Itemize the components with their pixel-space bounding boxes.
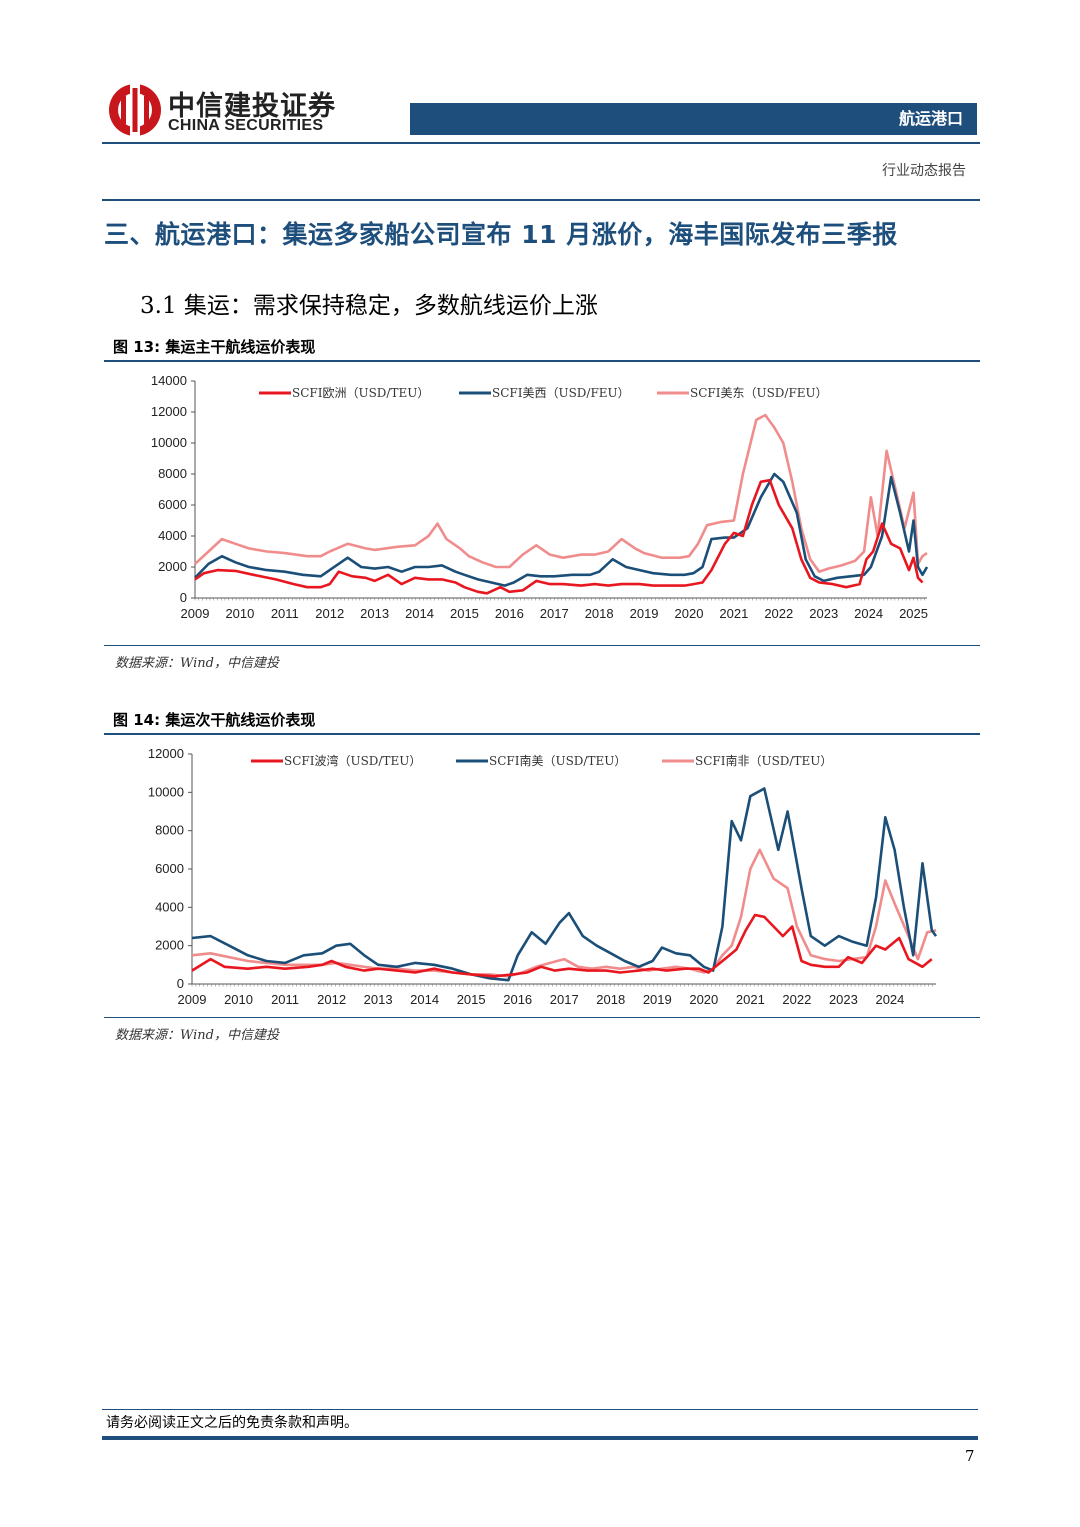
figure-14-top-rule bbox=[104, 733, 980, 735]
y-tick-label: 8000 bbox=[155, 823, 184, 838]
sector-tag: 航运港口 bbox=[410, 103, 977, 135]
x-tick-label: 2023 bbox=[809, 606, 838, 621]
legend-label: SCFI欧洲（USD/TEU） bbox=[292, 386, 429, 400]
series-line-1 bbox=[194, 472, 929, 587]
citic-logo-icon bbox=[109, 84, 161, 136]
legend-label: SCFI波湾（USD/TEU） bbox=[284, 753, 421, 768]
x-tick-label: 2019 bbox=[643, 992, 672, 1007]
x-tick-label: 2009 bbox=[181, 606, 210, 621]
y-tick-label: 2000 bbox=[155, 938, 184, 953]
x-tick-label: 2015 bbox=[457, 992, 486, 1007]
brand-name-en: CHINA SECURITIES bbox=[168, 117, 324, 134]
x-tick-label: 2022 bbox=[782, 992, 811, 1007]
section-title: 三、航运港口：集运多家船公司宣布 11 月涨价，海丰国际发布三季报 bbox=[104, 220, 898, 249]
footer-rule-thin bbox=[102, 1409, 978, 1410]
y-tick-label: 4000 bbox=[158, 528, 187, 543]
x-tick-label: 2012 bbox=[315, 606, 344, 621]
y-tick-label: 8000 bbox=[158, 466, 187, 481]
x-tick-label: 2019 bbox=[630, 606, 659, 621]
x-tick-label: 2009 bbox=[178, 992, 207, 1007]
page-number: 7 bbox=[965, 1447, 975, 1465]
y-tick-label: 12000 bbox=[148, 746, 184, 761]
series-line-0 bbox=[194, 478, 924, 595]
x-tick-label: 2010 bbox=[225, 606, 254, 621]
figure-13-bottom-rule bbox=[104, 645, 980, 646]
report-type: 行业动态报告 bbox=[882, 163, 966, 179]
legend-label: SCFI美西（USD/FEU） bbox=[492, 386, 630, 400]
y-tick-label: 10000 bbox=[151, 435, 187, 450]
x-tick-label: 2018 bbox=[596, 992, 625, 1007]
x-tick-label: 2011 bbox=[271, 606, 299, 621]
legend-label: SCFI南非（USD/TEU） bbox=[695, 753, 832, 768]
figure-14-bottom-rule bbox=[104, 1017, 980, 1018]
x-tick-label: 2018 bbox=[585, 606, 614, 621]
header-rule-2 bbox=[102, 199, 980, 201]
figure-13-chart: 0 2000 4000 6000 8000 10000 12000 14000 2009 2010… bbox=[151, 373, 929, 621]
x-tick-label: 2012 bbox=[317, 992, 346, 1007]
y-tick-label: 6000 bbox=[155, 861, 184, 876]
y-tick-label: 0 bbox=[180, 590, 187, 605]
y-tick-label: 0 bbox=[177, 976, 184, 991]
x-tick-label: 2015 bbox=[450, 606, 479, 621]
x-tick-label: 2025 bbox=[899, 606, 928, 621]
x-tick-label: 2010 bbox=[224, 992, 253, 1007]
x-tick-label: 2011 bbox=[271, 992, 299, 1007]
legend-label: SCFI南美（USD/TEU） bbox=[489, 753, 626, 768]
brand-logo bbox=[107, 82, 163, 142]
x-tick-label: 2024 bbox=[875, 992, 904, 1007]
x-tick-label: 2021 bbox=[736, 992, 765, 1007]
x-tick-label: 2013 bbox=[364, 992, 393, 1007]
x-tick-label: 2014 bbox=[405, 606, 434, 621]
series-line-2 bbox=[194, 413, 928, 573]
header-rule bbox=[102, 142, 980, 144]
x-tick-label: 2013 bbox=[360, 606, 389, 621]
figure-14-chart: 0 2000 4000 6000 8000 10000 12000 2009 2010 2011 2… bbox=[148, 746, 938, 1007]
disclaimer-text: 请务必阅读正文之后的免责条款和声明。 bbox=[106, 1415, 358, 1431]
figure-14-title: 图 14: 集运次干航线运价表现 bbox=[113, 711, 316, 729]
series-line-1 bbox=[191, 787, 938, 982]
y-tick-label: 10000 bbox=[148, 784, 184, 799]
footer-rule-thick bbox=[102, 1436, 978, 1440]
x-tick-label: 2016 bbox=[503, 992, 532, 1007]
series-line-0 bbox=[191, 913, 933, 978]
legend-label: SCFI美东（USD/FEU） bbox=[690, 386, 828, 400]
x-tick-label: 2021 bbox=[719, 606, 748, 621]
y-tick-label: 12000 bbox=[151, 404, 187, 419]
x-tick-label: 2020 bbox=[689, 992, 718, 1007]
x-tick-label: 2016 bbox=[495, 606, 524, 621]
figure-13-top-rule bbox=[104, 360, 980, 362]
x-tick-label: 2023 bbox=[829, 992, 858, 1007]
x-tick-label: 2017 bbox=[540, 606, 569, 621]
figure-13-source: 数据来源：Wind，中信建投 bbox=[115, 656, 279, 671]
y-tick-label: 4000 bbox=[155, 899, 184, 914]
y-tick-label: 14000 bbox=[151, 373, 187, 388]
x-tick-label: 2014 bbox=[410, 992, 439, 1007]
y-tick-label: 2000 bbox=[158, 559, 187, 574]
x-tick-label: 2024 bbox=[854, 606, 883, 621]
series-line-2 bbox=[191, 848, 937, 978]
subsection-title: 3.1 集运：需求保持稳定，多数航线运价上涨 bbox=[140, 293, 598, 319]
brand-name-cn: 中信建投证券 bbox=[168, 91, 336, 122]
y-tick-label: 6000 bbox=[158, 497, 187, 512]
x-tick-label: 2017 bbox=[550, 992, 579, 1007]
x-tick-label: 2022 bbox=[764, 606, 793, 621]
figure-14-source: 数据来源：Wind，中信建投 bbox=[115, 1028, 279, 1043]
figure-13-title: 图 13: 集运主干航线运价表现 bbox=[113, 338, 316, 356]
x-tick-label: 2020 bbox=[675, 606, 704, 621]
